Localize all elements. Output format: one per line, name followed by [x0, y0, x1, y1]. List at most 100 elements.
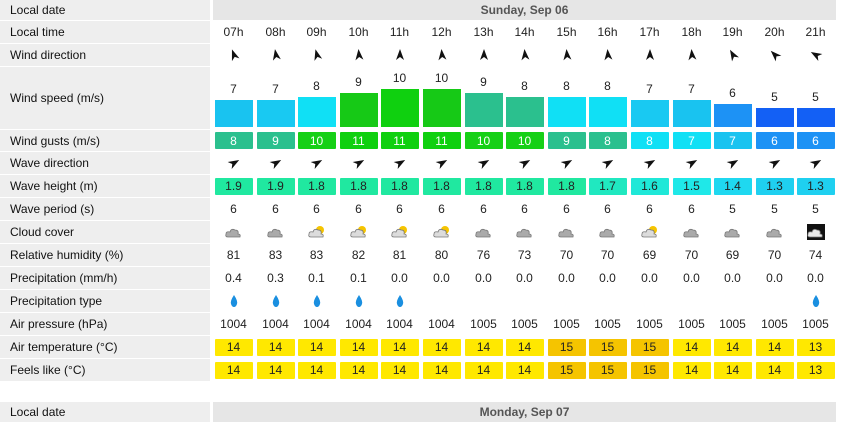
- pressure-cell: 1005: [504, 313, 545, 335]
- humidity-cell-value: 83: [268, 248, 283, 262]
- wave-height-row: Wave height (m) 1.9 1.9 1.8 1.8 1.8 1.8 1.8 1.8…: [0, 175, 858, 197]
- wave-direction-label: Wave direction: [0, 152, 210, 174]
- precipitation-cell: 0.4: [213, 267, 254, 289]
- wind-direction-arrow: [587, 44, 628, 66]
- wind-speed-value: 8: [313, 79, 320, 93]
- feels-like-cell: 15: [629, 359, 670, 381]
- wave-period-cell: 6: [379, 198, 420, 220]
- precipitation-cell: 0.0: [629, 267, 670, 289]
- feels-like-cell: 14: [504, 359, 545, 381]
- feels-like-label: Feels like (°C): [0, 359, 210, 381]
- humidity-cell: 81: [213, 244, 254, 266]
- wind-speed-cell: 7: [213, 67, 254, 129]
- cloud-cell: [671, 221, 712, 243]
- humidity-cell-value: 76: [476, 248, 491, 262]
- wind-gust-cell: 8: [213, 130, 254, 151]
- wind-direction-arrow: [463, 44, 504, 66]
- wave-period-label: Wave period (s): [0, 198, 210, 220]
- humidity-cell-value: 70: [684, 248, 699, 262]
- wave-direction-arrow-icon: [393, 160, 405, 169]
- precipitation-label: Precipitation (mm/h): [0, 267, 210, 289]
- air-temp-cell: 14: [463, 336, 504, 358]
- hour-cell-value: 13h: [473, 25, 494, 39]
- feels-like-cell-box: 14: [672, 361, 711, 379]
- wave-height-cell-box: 1.9: [214, 177, 253, 195]
- air-temp-label: Air temperature (°C): [0, 336, 210, 358]
- feels-like-cell: 14: [712, 359, 753, 381]
- wave-height-cell-box: 1.6: [630, 177, 669, 195]
- wind-gust-cell-box: 7: [672, 132, 711, 149]
- wind-speed-cell: 8: [546, 67, 587, 129]
- pressure-cell-value: 1005: [636, 317, 663, 331]
- wave-direction-arrow-icon: [560, 160, 572, 169]
- wave-period-row: Wave period (s) 6 6 6 6 6 6 6 6 6 6 6 6 5 5 5: [0, 198, 858, 220]
- date-header-2: Monday, Sep 07: [213, 402, 836, 422]
- wind-gust-cell-box: 6: [796, 132, 835, 149]
- wave-height-cell-box: 1.3: [796, 177, 835, 195]
- pressure-cell-value: 1005: [719, 317, 746, 331]
- pressure-cell-value: 1004: [303, 317, 330, 331]
- wind-speed-value: 5: [771, 90, 778, 104]
- humidity-cell-value: 81: [226, 248, 241, 262]
- sun-cloud-icon: [390, 226, 407, 238]
- wave-direction-arrow: [296, 152, 337, 174]
- wind-speed-value: 7: [688, 82, 695, 96]
- wind-gust-cell: 11: [338, 130, 379, 151]
- precipitation-cell: 0.0: [546, 267, 587, 289]
- wind-direction-arrow-icon: [603, 49, 612, 61]
- air-temp-cell-box: 14: [297, 338, 336, 356]
- air-temp-cell-box: 15: [630, 338, 669, 356]
- wind-speed-bar: [673, 100, 711, 127]
- pressure-cell: 1005: [463, 313, 504, 335]
- wind-speed-cell: 8: [296, 67, 337, 129]
- wave-period-cell-value: 6: [230, 202, 237, 216]
- cloud-cover-row: Cloud cover: [0, 221, 858, 243]
- precipitation-cell-value: 0.0: [683, 271, 700, 285]
- wave-period-cell: 6: [546, 198, 587, 220]
- wind-direction-arrow: [671, 44, 712, 66]
- wave-direction-arrow-icon: [477, 160, 489, 169]
- wave-period-cell-value: 6: [313, 202, 320, 216]
- hour-cell: 09h: [296, 21, 337, 43]
- air-temp-cell-box: 15: [547, 338, 586, 356]
- wind-gust-cell-box: 10: [464, 132, 503, 149]
- humidity-cell: 83: [296, 244, 337, 266]
- precipitation-cell-value: 0.1: [350, 271, 367, 285]
- wind-speed-bar: [465, 93, 503, 127]
- wave-height-cell: 1.8: [546, 175, 587, 197]
- wave-direction-arrow-icon: [726, 160, 738, 169]
- precipitation-cell-value: 0.0: [558, 271, 575, 285]
- humidity-cell-value: 74: [808, 248, 823, 262]
- humidity-cell: 69: [712, 244, 753, 266]
- wave-period-cell-value: 6: [688, 202, 695, 216]
- pressure-cell-value: 1005: [802, 317, 829, 331]
- wave-period-cell: 6: [213, 198, 254, 220]
- wind-direction-arrow-icon: [729, 49, 739, 62]
- feels-like-cell-box: 15: [630, 361, 669, 379]
- precipitation-cell: 0.0: [795, 267, 836, 289]
- air-temp-cell-box: 14: [505, 338, 544, 356]
- pressure-cell-value: 1005: [553, 317, 580, 331]
- feels-like-cell: 14: [296, 359, 337, 381]
- wave-direction-arrow: [629, 152, 670, 174]
- air-temp-cell-box: 14: [214, 338, 253, 356]
- hour-cell-value: 11h: [389, 25, 410, 39]
- wind-speed-bar: [797, 108, 835, 127]
- feels-like-cell: 14: [255, 359, 296, 381]
- cloud-cell: [463, 221, 504, 243]
- hour-cell: 11h: [379, 21, 420, 43]
- air-temp-row: Air temperature (°C) 14 14 14 14 14 14 14 14 15 1…: [0, 336, 858, 358]
- hour-cell-value: 17h: [639, 25, 660, 39]
- pressure-cell: 1005: [795, 313, 836, 335]
- raindrop-icon: [272, 295, 279, 307]
- cloud-cell: [504, 221, 545, 243]
- night-cloud-icon: [806, 224, 825, 240]
- wave-period-cell: 6: [338, 198, 379, 220]
- feels-like-row: Feels like (°C) 14 14 14 14 14 14 14 14 15 15 15 14…: [0, 359, 858, 381]
- wind-speed-value: 8: [521, 79, 528, 93]
- wind-direction-arrow: [546, 44, 587, 66]
- cloud-cell: [712, 221, 753, 243]
- humidity-cell-value: 83: [309, 248, 324, 262]
- raindrop-icon: [313, 295, 320, 307]
- hour-cell: 13h: [463, 21, 504, 43]
